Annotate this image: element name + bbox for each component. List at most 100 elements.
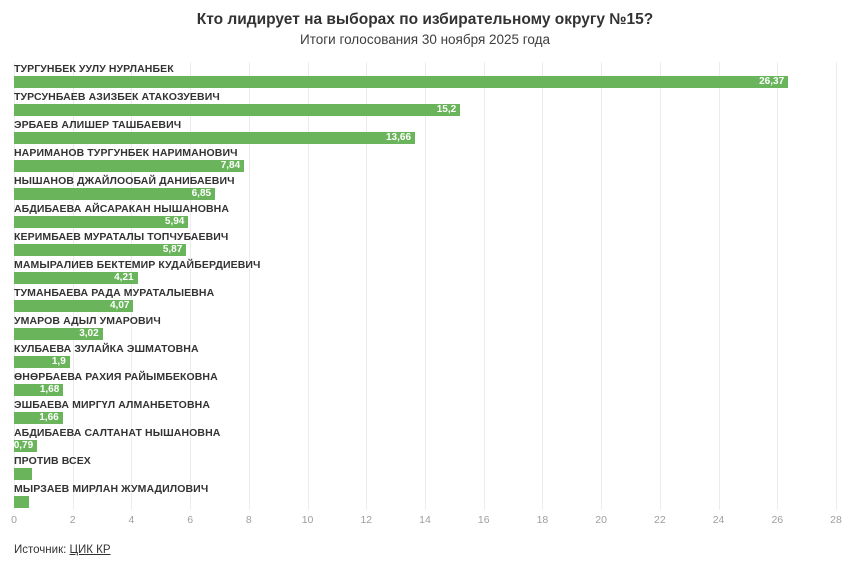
bar[interactable]: 6,85 [14,188,216,200]
bar-category-label: КЕРИМБАЕВ МУРАТАЛЫ ТОПЧУБАЕВИЧ [14,231,229,243]
source-link[interactable]: ЦИК КР [69,544,111,556]
grid-line [718,62,720,510]
x-axis-tick-label: 8 [245,514,252,526]
bar-row: АБДИБАЕВА АЙСАРАКАН НЫШАНОВНА 5,94 [14,202,836,230]
bar-value-label: 1,66 [39,412,59,423]
x-axis-tick-label: 26 [771,514,784,526]
chart-plot-area: ТУРГУНБЕК УУЛУ НУРЛАНБЕК 26,37 ТУРСУНБАЕВ … [14,62,837,510]
grid-line [777,62,779,510]
x-axis: 0 2 4 6 8 10 12 14 16 18 20 22 24 26 28 [11,510,842,528]
grid-line [14,62,15,510]
bar[interactable]: 1,9 [14,356,70,368]
bar-category-label: ТУМАНБАЕВА РАДА МУРАТАЛЫЕВНА [14,287,215,299]
bar-category-label: МЫРЗАЕВ МИРЛАН ЖУМАДИЛОВИЧ [14,483,209,495]
bar-category-label: ТУРГУНБЕК УУЛУ НУРЛАНБЕК [14,63,174,75]
x-axis-tick-label: 24 [712,514,725,526]
bar-row: МАМЫРАЛИЕВ БЕКТЕМИР КУДАЙБЕРДИЕВИЧ 4,21 [14,258,836,286]
grid-line [542,62,544,510]
bar-value-label: 1,68 [39,384,60,395]
bar-value-label: 3,02 [79,328,99,339]
x-axis-tick-label: 4 [128,514,135,526]
bar[interactable]: 5,94 [14,216,189,228]
bar-row: КЕРИМБАЕВ МУРАТАЛЫ ТОПЧУБАЕВИЧ 5,87 [14,230,836,258]
bar-row: УМАРОВ АДЫЛ УМАРОВИЧ 3,02 [14,314,836,342]
grid-line [483,62,485,510]
bar-value-label: 0,79 [13,440,34,451]
bar-value-label: 5,87 [162,244,183,255]
bar[interactable]: 3,02 [14,328,103,340]
bar[interactable]: 5,87 [14,244,187,256]
bar-category-label: ПРОТИВ ВСЕХ [14,455,91,467]
bar-category-label: УМАРОВ АДЫЛ УМАРОВИЧ [14,315,161,327]
bar-category-label: АБДИБАЕВА АЙСАРАКАН НЫШАНОВНА [14,203,230,215]
x-axis-tick-label: 6 [187,514,194,526]
grid-line [190,62,192,510]
bar-category-label: КУЛБАЕВА ЗУЛАЙКА ЭШМАТОВНА [14,343,199,355]
bar[interactable] [14,468,32,480]
grid-line [307,62,309,510]
bar-category-label: НЫШАНОВ ДЖАЙЛООБАЙ ДАНИБАЕВИЧ [14,175,235,187]
bar[interactable]: 1,68 [14,384,64,396]
grid-line [659,62,661,510]
bar-category-label: НАРИМАНОВ ТУРГУНБЕК НАРИМАНОВИЧ [14,147,238,159]
x-axis-tick-label: 14 [419,514,431,526]
bar-value-label: 13,66 [385,132,412,143]
bar-value-label: 4,21 [114,272,134,283]
bar-row: ЭШБАЕВА МИРГҮЛ АЛМАНБЕТОВНА 1,66 [14,398,836,426]
bar-category-label: ЭРБАЕВ АЛИШЕР ТАШБАЕВИЧ [14,119,182,131]
x-axis-tick-label: 22 [654,514,666,526]
bar-row: ТУМАНБАЕВА РАДА МУРАТАЛЫЕВНА 4,07 [14,286,836,314]
bar[interactable]: 1,66 [14,412,63,424]
bar-row: МЫРЗАЕВ МИРЛАН ЖУМАДИЛОВИЧ [14,482,836,510]
grid-line [366,62,368,510]
bar-value-label: 1,9 [51,356,66,367]
bar-row: НЫШАНОВ ДЖАЙЛООБАЙ ДАНИБАЕВИЧ 6,85 [14,174,836,202]
bar-value-label: 26,37 [759,76,785,87]
x-axis-tick-label: 0 [11,514,17,526]
bar[interactable]: 4,07 [14,300,134,312]
bar-row: ЭРБАЕВ АЛИШЕР ТАШБАЕВИЧ 13,66 [14,118,836,146]
bar-category-label: ТУРСУНБАЕВ АЗИЗБЕК АТАКОЗУЕВИЧ [14,91,220,103]
bar[interactable]: 15,2 [14,104,461,116]
bar[interactable] [14,496,29,508]
bar-category-label: ЭШБАЕВА МИРГҮЛ АЛМАНБЕТОВНА [14,399,210,411]
grid-line [131,62,133,510]
chart-rows: ТУРГУНБЕК УУЛУ НУРЛАНБЕК 26,37 ТУРСУНБАЕВ … [14,62,836,510]
bar-row: НАРИМАНОВ ТУРГУНБЕК НАРИМАНОВИЧ 7,84 [14,146,836,174]
bar-value-label: 4,07 [110,300,130,311]
grid-line [425,62,426,510]
bar[interactable]: 13,66 [14,132,416,144]
bar-row: ПРОТИВ ВСЕХ [14,454,836,482]
bar-value-label: 5,94 [164,216,185,227]
bar-chart: ТУРГУНБЕК УУЛУ НУРЛАНБЕК 26,37 ТУРСУНБАЕВ … [11,62,842,528]
bar-row: ТУРСУНБАЕВ АЗИЗБЕК АТАКОЗУЕВИЧ 15,2 [14,90,836,118]
chart-header: Кто лидирует на выборах по избирательном… [0,9,850,49]
bar-row: КУЛБАЕВА ЗУЛАЙКА ЭШМАТОВНА 1,9 [14,342,836,370]
x-axis-tick-label: 2 [69,514,76,526]
bar[interactable]: 0,79 [13,440,38,452]
bar-value-label: 15,2 [436,104,457,115]
bar[interactable]: 26,37 [14,76,789,88]
chart-title: Кто лидирует на выборах по избирательном… [196,11,654,28]
bar-value-label: 6,85 [191,188,212,199]
bar-row: АБДИБАЕВА САЛТАНАТ НЫШАНОВНА 0,79 [14,426,836,454]
x-axis-tick-label: 10 [301,514,314,526]
grid-line [248,62,250,510]
grid-line [72,62,74,510]
x-axis-tick-label: 18 [536,514,549,526]
source-line: Источник: ЦИК КР [14,544,850,556]
bar-category-label: ӨНӨРБАЕВА РАХИЯ РАЙЫМБЕКОВНА [14,371,218,383]
source-label: Источник: [14,544,67,556]
bar-category-label: АБДИБАЕВА САЛТАНАТ НЫШАНОВНА [14,427,221,439]
grid-line [836,62,837,510]
bar[interactable]: 4,21 [14,272,138,284]
bar-category-label: МАМЫРАЛИЕВ БЕКТЕМИР КУДАЙБЕРДИЕВИЧ [14,259,261,271]
x-axis-tick-label: 28 [830,514,842,526]
bar[interactable]: 7,84 [14,160,245,172]
chart-subtitle: Итоги голосования 30 ноября 2025 года [299,32,551,47]
bar-row: ӨНӨРБАЕВА РАХИЯ РАЙЫМБЕКОВНА 1,68 [14,370,836,398]
bar-value-label: 7,84 [220,160,241,171]
x-axis-tick-label: 16 [477,514,490,526]
x-axis-tick-label: 12 [360,514,373,526]
